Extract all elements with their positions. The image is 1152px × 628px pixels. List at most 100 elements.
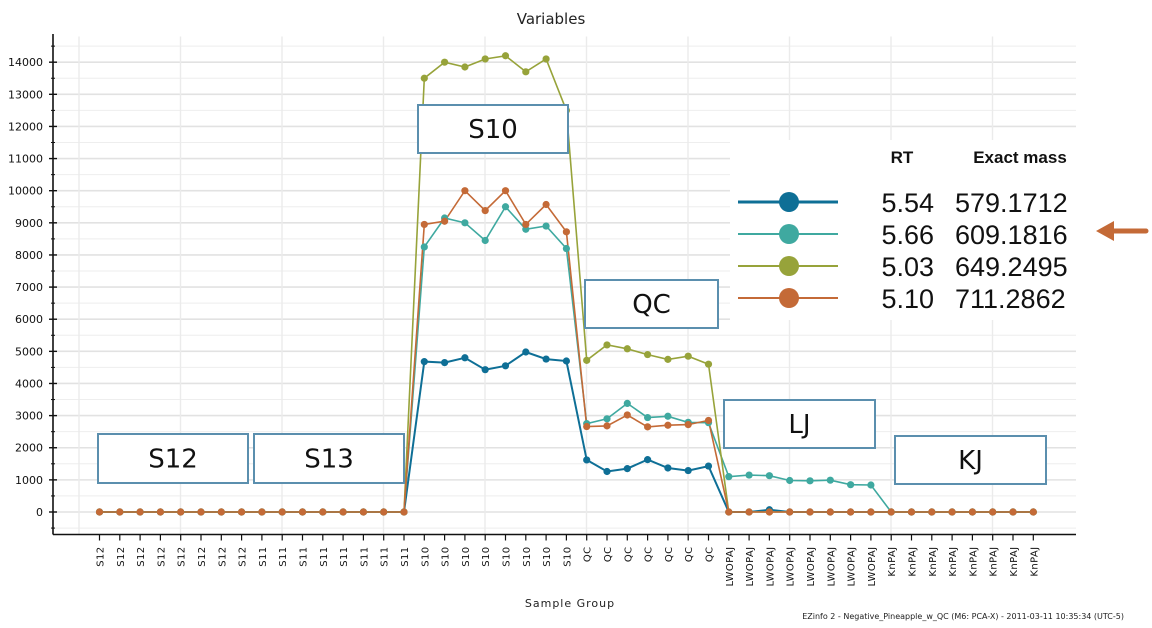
group-label-box: S13 [253,433,405,484]
data-point [928,508,936,516]
data-point [542,200,550,209]
data-point [461,63,469,71]
data-point [339,508,347,516]
x-tick-label: KnPAJ [968,546,979,576]
group-label-box: QC [584,279,719,329]
data-point [501,187,510,195]
x-tick-label: S11 [339,546,350,566]
data-point [786,476,794,485]
data-point [968,508,977,516]
data-point [847,481,855,489]
data-point [704,416,713,425]
data-point [826,476,834,484]
x-tick-label: S11 [299,546,310,566]
x-tick-label: QC [664,546,675,562]
x-tick-label: LWOPAJ [867,546,878,586]
group-label-box: S12 [97,433,249,484]
y-tick-label: 8000 [15,249,43,262]
data-point [644,413,652,422]
x-tick-label: QC [603,546,614,562]
x-tick-label: S11 [400,546,411,566]
y-tick-label: 1000 [15,474,43,487]
x-tick-label: KnPAJ [887,546,898,576]
data-point [217,508,225,516]
data-point [664,412,672,420]
x-tick-label: QC [684,546,695,562]
y-tick-label: 5000 [15,345,43,358]
data-point [765,508,774,516]
y-tick-label: 10000 [8,185,43,198]
data-point [319,508,327,516]
y-tick-label: 13000 [8,88,43,101]
data-point [583,356,591,364]
x-tick-label: QC [705,546,716,562]
y-tick-label: 14000 [8,56,43,69]
legend-mass-value: 579.1712 [955,188,1068,218]
data-point [887,508,895,516]
x-tick-label: S11 [278,546,289,566]
x-tick-label: S10 [420,546,431,566]
legend-header-rt: RT [891,148,914,167]
data-point [644,350,652,359]
data-point [441,358,449,367]
data-point [501,52,510,60]
data-point [461,219,469,227]
data-point [522,68,530,76]
data-point [745,508,753,516]
x-tick-label: LWOPAJ [745,546,756,586]
data-point [583,422,591,431]
chart-title: Variables [517,10,586,28]
y-tick-label: 0 [36,506,43,519]
data-point [238,508,246,516]
legend-mass-value: 609.1816 [955,220,1068,250]
data-point [359,508,367,516]
data-point [542,55,550,63]
data-point [806,477,814,485]
data-point [441,217,449,225]
y-tick-label: 6000 [15,313,43,326]
legend-mass-value: 711.2862 [955,284,1066,314]
group-label-text: S10 [468,115,518,145]
x-tick-label: S11 [380,546,391,566]
data-point [501,203,510,211]
x-tick-label: KnPAJ [1029,546,1040,576]
x-tick-label: S11 [258,546,269,566]
legend-mass-value: 649.2495 [955,252,1068,282]
data-point [522,348,530,356]
x-tick-label: LWOPAJ [765,546,776,586]
data-point [603,467,611,476]
data-point [684,466,692,475]
group-label-text: S13 [304,445,354,475]
x-tick-label: S10 [481,546,492,566]
data-point [603,422,611,430]
data-point [481,236,489,245]
data-point [623,345,631,353]
data-point [603,415,611,423]
data-point [441,58,449,66]
x-tick-label: QC [644,546,655,562]
data-point [644,423,652,431]
data-point [481,366,489,374]
data-point [907,508,916,516]
data-point [704,360,713,368]
x-tick-label: S10 [542,546,553,566]
y-tick-label: 3000 [15,410,43,423]
data-point [623,399,631,408]
data-point [156,508,164,516]
x-tick-label: S10 [502,546,513,566]
data-point [684,352,692,360]
data-point [522,220,530,229]
data-point [461,187,469,195]
data-point [95,508,104,516]
data-point [664,355,672,363]
group-label-text: S12 [148,445,198,475]
data-point [684,421,692,429]
data-point [420,74,428,82]
y-tick-label: 4000 [15,377,43,390]
data-point [583,456,591,464]
x-tick-label: S12 [136,546,147,566]
data-point [420,358,428,366]
data-point [562,228,571,236]
data-point [765,472,774,480]
